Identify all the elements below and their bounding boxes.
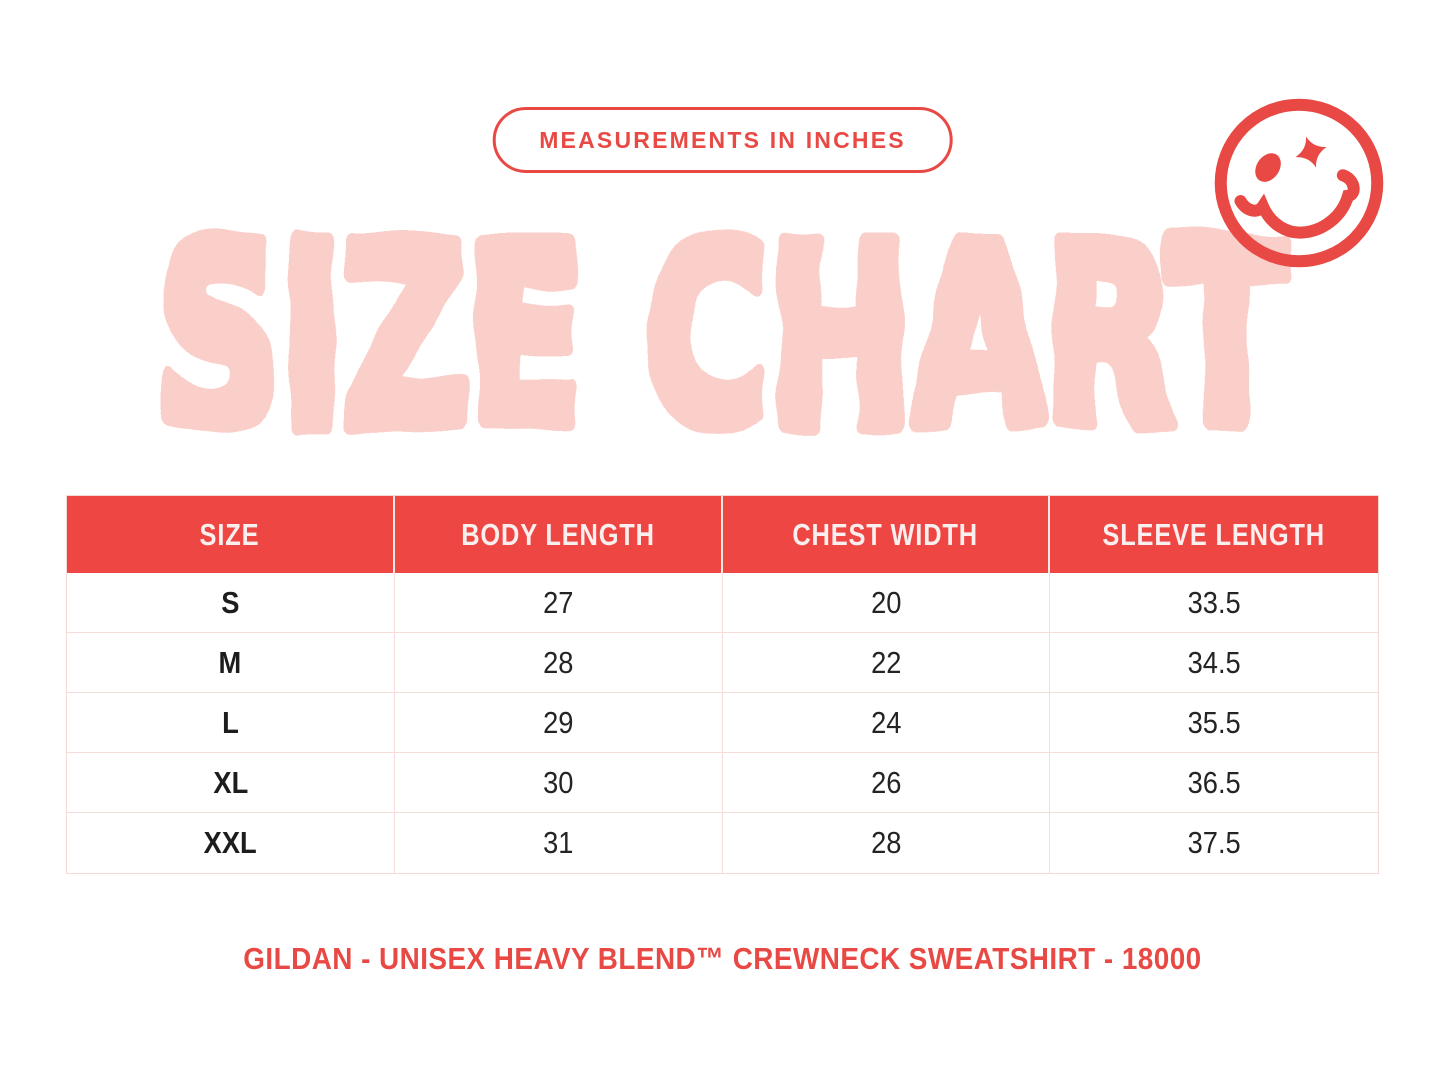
size-label-cell: L xyxy=(67,693,395,752)
sleeve-length-cell: 35.5 xyxy=(1187,704,1241,740)
product-name-label: GILDAN - UNISEX HEAVY BLEND™ CREWNECK SW… xyxy=(243,941,1202,976)
smiley-sparkle-eye-icon xyxy=(1295,136,1327,168)
size-label-cell: XL xyxy=(67,753,395,812)
body-length-cell: 28 xyxy=(395,633,723,692)
table-row-s: S 27 20 33.5 xyxy=(67,573,1378,633)
product-name-footer: GILDAN - UNISEX HEAVY BLEND™ CREWNECK SW… xyxy=(0,941,1445,977)
table-row-m: M 28 22 34.5 xyxy=(67,633,1378,693)
chest-width-cell: 28 xyxy=(723,813,1051,873)
smiley-left-eye xyxy=(1255,153,1281,182)
body-length-cell: 31 xyxy=(395,813,723,873)
chest-width-cell: 22 xyxy=(723,633,1051,692)
chest-width-cell: 20 xyxy=(723,573,1051,632)
page-title-text: SIZE CHART xyxy=(157,192,1285,482)
column-header-sleeve-length: SLEEVE LENGTH xyxy=(1102,516,1326,552)
sleeve-length-cell: 37.5 xyxy=(1187,825,1241,860)
sleeve-length-cell: 34.5 xyxy=(1187,644,1241,680)
column-header-size: SIZE xyxy=(67,496,395,573)
size-label-cell: S xyxy=(67,573,395,632)
page-title: SIZE CHART xyxy=(149,184,1292,489)
sleeve-length-cell: 36.5 xyxy=(1187,764,1241,800)
column-header-body-length: BODY LENGTH xyxy=(395,496,723,573)
table-header-row: SIZE BODY LENGTH CHEST WIDTH SLEEVE LENG… xyxy=(67,496,1378,573)
measurements-unit-label: MEASUREMENTS IN INCHES xyxy=(539,126,906,153)
size-label-cell: M xyxy=(67,633,395,692)
chest-width-cell: 26 xyxy=(723,753,1051,812)
sleeve-length-cell: 33.5 xyxy=(1187,584,1241,620)
body-length-cell: 30 xyxy=(395,753,723,812)
table-row-xl: XL 30 26 36.5 xyxy=(67,753,1378,813)
smiley-mouth xyxy=(1234,169,1360,239)
body-length-cell: 29 xyxy=(395,693,723,752)
winking-smiley-icon xyxy=(1214,98,1384,268)
table-row-xxl: XXL 31 28 37.5 xyxy=(67,813,1378,873)
measurements-unit-badge: MEASUREMENTS IN INCHES xyxy=(492,107,953,173)
smiley-face-outline xyxy=(1214,98,1384,268)
chest-width-cell: 24 xyxy=(723,693,1051,752)
body-length-cell: 27 xyxy=(395,573,723,632)
table-row-l: L 29 24 35.5 xyxy=(67,693,1378,753)
size-chart-table: SIZE BODY LENGTH CHEST WIDTH SLEEVE LENG… xyxy=(66,495,1379,874)
size-label-cell: XXL xyxy=(67,813,395,873)
column-header-chest-width: CHEST WIDTH xyxy=(723,496,1051,573)
